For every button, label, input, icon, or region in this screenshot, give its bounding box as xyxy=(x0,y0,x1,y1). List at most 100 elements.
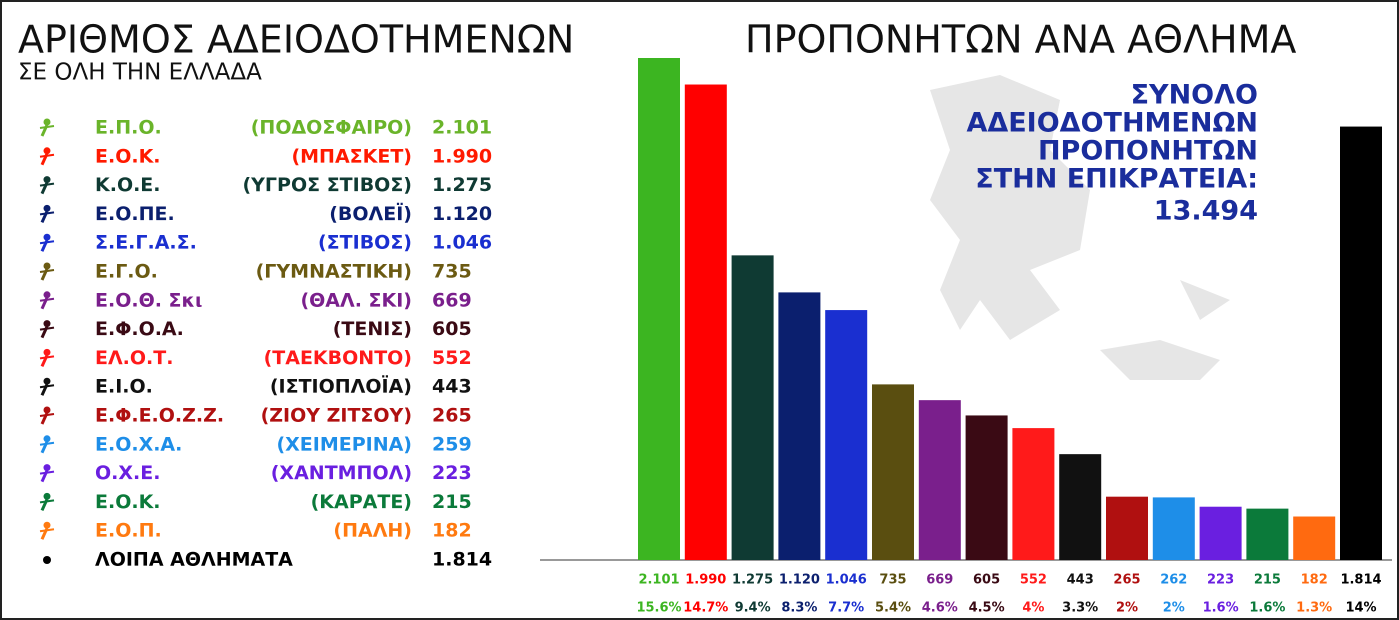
legend-sport: (ΧΕΙΜΕΡΙΝΑ) xyxy=(276,433,412,455)
legend-icon xyxy=(39,499,55,504)
legend-sport: (ΓΥΜΝΑΣΤΙΚΗ) xyxy=(256,261,412,283)
legend-count: 1.120 xyxy=(432,203,492,225)
map-background xyxy=(930,75,1230,380)
bar xyxy=(965,415,1008,560)
bar xyxy=(918,400,961,560)
value-label: 735 xyxy=(879,573,906,588)
legend-icon xyxy=(39,240,55,245)
legend-sport: (ΖΙΟΥ ΖΙΤΣΟΥ) xyxy=(261,405,412,427)
legend-icon xyxy=(43,492,51,500)
value-label: 265 xyxy=(1113,573,1140,588)
legend-count: 443 xyxy=(432,376,472,398)
value-label: 1.046 xyxy=(826,573,867,588)
legend-sport: (ΠΑΛΗ) xyxy=(333,520,412,542)
legend-sport: (ΘΑΛ. ΣΚΙ) xyxy=(300,289,412,311)
bar xyxy=(1199,506,1242,560)
bar xyxy=(1106,496,1148,560)
share-label: 2% xyxy=(1116,601,1138,616)
value-label: 1.275 xyxy=(732,573,773,588)
legend-count: 1.990 xyxy=(432,145,492,167)
bar xyxy=(778,292,821,560)
value-label: 2.101 xyxy=(638,573,679,588)
legend-icon xyxy=(43,406,51,414)
share-label: 1.6% xyxy=(1249,601,1285,616)
bar xyxy=(1012,428,1055,560)
legend-icon xyxy=(39,413,55,417)
legend-icon xyxy=(39,441,55,446)
title-right: ΠΡΟΠΟΝΗΤΩΝ ΑΝΑ ΑΘΛΗΜΑ xyxy=(745,18,1296,62)
annotation: ΠΡΟΠΟΝΗΤΩΝ xyxy=(1038,136,1258,167)
legend-icon xyxy=(39,528,55,533)
bar xyxy=(731,255,774,560)
share-label: 14.7% xyxy=(683,601,728,616)
value-label: 669 xyxy=(926,573,953,588)
value-label: 605 xyxy=(973,573,1000,588)
legend-federation: Ε.Ο.Χ.Α. xyxy=(95,433,182,455)
legend-icon xyxy=(43,291,51,299)
legend-icon xyxy=(39,355,55,360)
legend-icon xyxy=(43,435,51,443)
legend-icon xyxy=(43,320,51,328)
legend-sport: (ΤΑΕΚΒΟΝΤΟ) xyxy=(264,347,412,369)
legend-icon xyxy=(39,125,55,129)
legend-icon xyxy=(43,204,51,212)
annotation: ΑΔΕΙΟΔΟΤΗΜΕΝΩΝ xyxy=(966,108,1258,139)
legend-count: 669 xyxy=(432,289,472,311)
share-label: 5.4% xyxy=(875,601,911,616)
legend-federation: Ε.Γ.Ο. xyxy=(95,261,158,283)
legend-count: 259 xyxy=(432,433,472,455)
share-label: 1.3% xyxy=(1296,601,1332,616)
legend-count: 265 xyxy=(432,405,472,427)
bar xyxy=(638,58,680,560)
legend-icon xyxy=(39,269,55,273)
bar xyxy=(1152,497,1195,560)
legend-count: 1.046 xyxy=(432,232,492,254)
legend-icon xyxy=(39,326,55,331)
legend-icon xyxy=(43,147,51,155)
legend-federation: Ε.Ο.Π. xyxy=(95,520,162,542)
legend-sport: (ΚΑΡΑΤΕ) xyxy=(311,491,412,513)
share-label: 4.5% xyxy=(969,601,1005,616)
share-label: 15.6% xyxy=(636,601,681,616)
legend-icon xyxy=(43,262,51,270)
legend-sport: (ΠΟΔΟΣΦΑΙΡΟ) xyxy=(251,117,412,139)
legend-sport: (ΙΣΤΙΟΠΛΟΪΑ) xyxy=(270,374,412,398)
value-label: 443 xyxy=(1067,573,1094,588)
annotation: ΣΤΗΝ ΕΠΙΚΡΑΤΕΙΑ: xyxy=(975,164,1258,195)
legend-icon xyxy=(43,118,51,126)
value-label: 182 xyxy=(1301,573,1328,588)
value-label: 1.814 xyxy=(1340,573,1381,588)
legend-icon xyxy=(43,348,51,356)
legend-icon xyxy=(43,176,51,184)
legend-sport: (ΒΟΛΕΪ) xyxy=(329,201,412,225)
legend-count: 2.101 xyxy=(432,117,492,139)
legend-icon xyxy=(39,384,55,389)
legend-icon xyxy=(39,297,55,302)
legend-count: 1.814 xyxy=(432,549,492,571)
legend-icon xyxy=(39,211,55,216)
legend-federation: Ε.Ο.Θ. Σκι xyxy=(95,289,202,311)
legend-federation: ΛΟΙΠΑ ΑΘΛΗΜΑΤΑ xyxy=(95,549,293,571)
legend-count: 223 xyxy=(432,462,472,484)
legend-count: 735 xyxy=(432,261,472,283)
bar xyxy=(1340,126,1382,561)
title-left: ΑΡΙΘΜΟΣ ΑΔΕΙΟΔΟΤΗΜΕΝΩΝ xyxy=(18,18,574,62)
legend-icon xyxy=(43,377,51,385)
legend-federation: Ε.Π.Ο. xyxy=(95,117,162,139)
legend-sport: (ΣΤΙΒΟΣ) xyxy=(318,232,412,254)
legend-federation: Ε.Ο.Κ. xyxy=(95,145,161,167)
share-label: 4% xyxy=(1022,601,1044,616)
legend-icon xyxy=(39,470,55,475)
bar xyxy=(872,384,914,560)
subtitle: ΣΕ ΟΛΗ ΤΗΝ ΕΛΛΑΔΑ xyxy=(18,60,262,86)
share-label: 2% xyxy=(1163,601,1185,616)
legend-federation: ΕΛ.Ο.Τ. xyxy=(95,347,173,369)
share-label: 14% xyxy=(1345,601,1376,616)
share-label: 4.6% xyxy=(922,601,958,616)
legend-icon xyxy=(39,153,55,158)
value-label: 1.120 xyxy=(779,573,820,588)
share-label: 3.3% xyxy=(1062,601,1098,616)
annotation: ΣΥΝΟΛΟ xyxy=(1131,80,1258,111)
legend-sport: (ΤΕΝΙΣ) xyxy=(333,318,412,340)
